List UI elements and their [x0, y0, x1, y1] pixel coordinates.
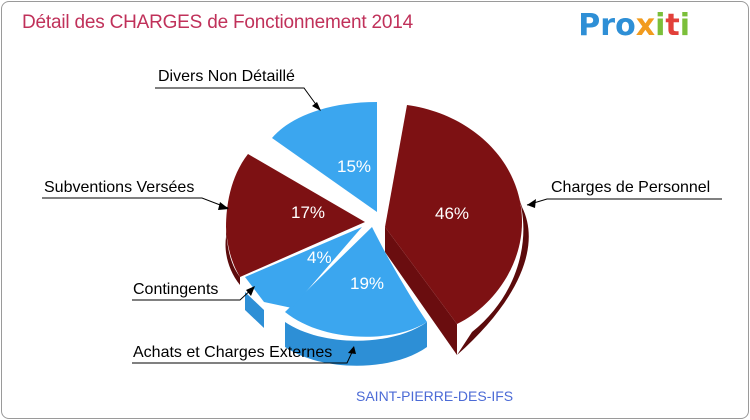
slice-side-achats	[285, 322, 427, 366]
pct-divers: 15%	[337, 157, 371, 176]
label-achats: Achats et Charges Externes	[133, 344, 332, 361]
chart-title: Détail des CHARGES de Fonctionnement 201…	[22, 12, 414, 33]
town-name: SAINT-PIERRE-DES-IFS	[356, 388, 514, 404]
arrow-contingents	[246, 286, 255, 296]
label-charges-personnel: Charges de Personnel	[551, 179, 710, 196]
pct-achats: 19%	[350, 274, 384, 293]
pct-contingents: 4%	[307, 248, 332, 267]
slice-side-subventions	[225, 227, 240, 285]
slice-divers[interactable]	[272, 102, 377, 212]
label-divers: Divers Non Détaillé	[158, 68, 295, 85]
leader-charges-personnel	[526, 198, 722, 206]
proxiti-logo[interactable]: Proxiti	[578, 8, 690, 43]
pct-charges-personnel: 46%	[435, 204, 469, 223]
slice-side-charges-personnel-2	[385, 227, 457, 355]
label-contingents: Contingents	[133, 281, 218, 298]
pct-subventions: 17%	[291, 203, 325, 222]
label-subventions: Subventions Versées	[44, 179, 194, 196]
arrow-subventions	[218, 202, 229, 210]
slice-charges-personnel[interactable]	[385, 105, 522, 324]
slice-side-charges-personnel	[457, 192, 529, 355]
arrow-divers	[312, 102, 321, 111]
arrow-achats	[348, 346, 356, 354]
slice-contingents[interactable]	[245, 227, 362, 308]
leader-divers	[155, 87, 321, 111]
arrow-charges-personnel	[527, 199, 536, 208]
slice-achats[interactable]	[285, 227, 427, 337]
slice-side-contingents	[245, 292, 264, 328]
leader-subventions	[42, 197, 229, 209]
slice-subventions[interactable]	[226, 154, 365, 277]
